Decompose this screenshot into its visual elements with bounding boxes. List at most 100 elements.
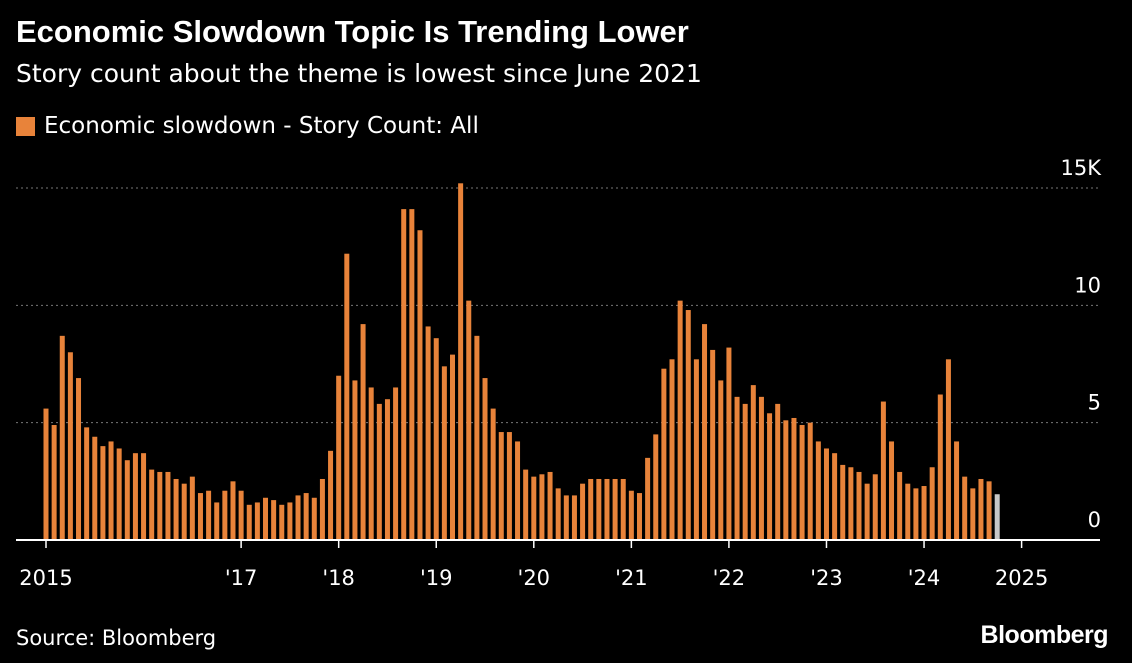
bar (880, 401, 886, 540)
bar (872, 474, 878, 540)
bar (157, 471, 163, 540)
bar (295, 495, 301, 540)
bar (197, 493, 203, 540)
bar (718, 380, 724, 540)
bar (580, 483, 586, 540)
bar (482, 378, 488, 540)
bar (620, 478, 626, 540)
bar (141, 453, 147, 540)
bar (279, 504, 285, 540)
bar (67, 352, 73, 540)
bar (319, 478, 325, 540)
bar (758, 396, 764, 540)
bar (840, 464, 846, 540)
bar (864, 483, 870, 540)
bar (677, 300, 683, 540)
bar (328, 450, 334, 540)
bar (636, 493, 642, 540)
bar (921, 486, 927, 540)
bar (905, 483, 911, 540)
bar (767, 413, 773, 540)
bar (401, 209, 407, 540)
bar (458, 183, 464, 540)
bar (661, 368, 667, 540)
legend-swatch (16, 116, 35, 136)
bar (945, 359, 951, 540)
bar (986, 481, 992, 540)
bar (702, 324, 708, 540)
x-tick-label: '18 (322, 566, 355, 590)
bar (856, 471, 862, 540)
bar (685, 310, 691, 540)
bar (929, 467, 935, 540)
bar (490, 408, 496, 540)
bar (124, 460, 130, 540)
bar (409, 209, 415, 540)
bar (181, 483, 187, 540)
source-note: Source: Bloomberg (16, 626, 217, 650)
bar (100, 446, 106, 540)
x-tick-label: 2025 (995, 566, 1048, 590)
bar (108, 441, 114, 540)
bar (506, 432, 512, 540)
x-tick-label: '19 (420, 566, 453, 590)
bar (303, 493, 309, 540)
bar (571, 495, 577, 540)
bar (425, 326, 431, 540)
bar (393, 387, 399, 540)
bar (742, 403, 748, 540)
bar (336, 375, 342, 540)
bar (596, 478, 602, 540)
bar (628, 490, 634, 540)
bars (43, 183, 1000, 541)
bar (132, 453, 138, 540)
bar (750, 385, 756, 540)
bloomberg-logo: Bloomberg (980, 621, 1109, 649)
bar (791, 417, 797, 540)
y-tick-label: 10 (1074, 273, 1101, 297)
bar (441, 366, 447, 540)
bar (588, 478, 594, 540)
chart-title: Economic Slowdown Topic Is Trending Lowe… (16, 14, 689, 49)
bar-partial (994, 494, 1000, 540)
bar (498, 432, 504, 540)
bar (799, 425, 805, 540)
bar (466, 300, 472, 540)
bar (43, 408, 49, 540)
bar (848, 467, 854, 540)
bar (254, 502, 260, 540)
legend-label: Economic slowdown - Story Count: All (44, 113, 479, 139)
bar (344, 253, 350, 540)
bar (913, 488, 919, 540)
bar (238, 490, 244, 540)
bar (287, 502, 293, 540)
bar (263, 497, 269, 540)
x-tick-label: '17 (225, 566, 258, 590)
bar (92, 436, 98, 540)
x-axis: 2015 '17 '18 '19 '20 '21 '22 '23 '24 2025 (16, 539, 1100, 590)
bar (531, 476, 537, 540)
bar (246, 504, 252, 540)
bar (149, 469, 155, 540)
bar (417, 230, 423, 541)
bar (165, 471, 171, 540)
y-tick-label: 0 (1088, 508, 1101, 532)
bar (59, 335, 65, 540)
bar (815, 441, 821, 540)
bar (384, 399, 390, 540)
bar (726, 347, 732, 540)
x-tick-label: '20 (518, 566, 551, 590)
bar (474, 335, 480, 540)
bar (563, 495, 569, 540)
legend: Economic slowdown - Story Count: All (16, 113, 479, 139)
bar (206, 490, 212, 540)
bar (51, 425, 57, 540)
x-tick-label: 2015 (19, 566, 72, 590)
bar (352, 380, 358, 540)
bar (645, 457, 651, 540)
x-tick-label: '22 (713, 566, 746, 590)
bar (214, 502, 220, 540)
chart-subtitle: Story count about the theme is lowest si… (16, 59, 702, 88)
bar (433, 338, 439, 540)
